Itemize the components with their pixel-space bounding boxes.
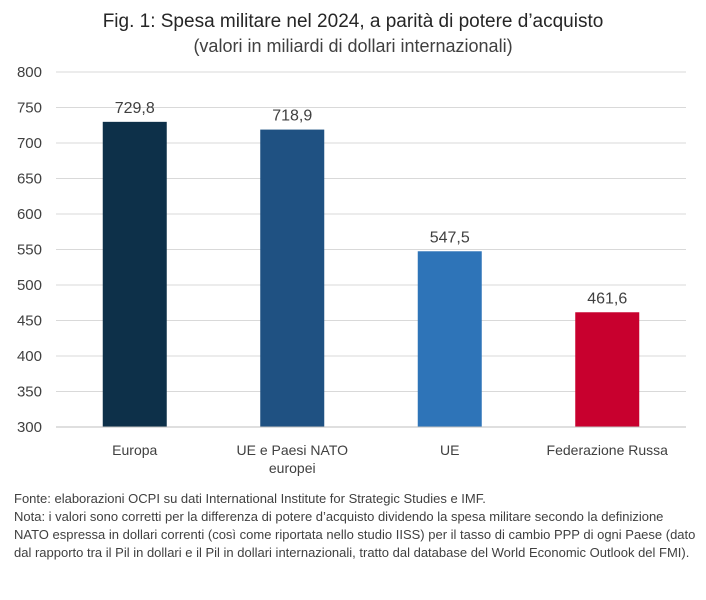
data-labels: 729,8 718,9 547,5 461,6 [115, 100, 628, 307]
y-tick-label: 300 [17, 419, 42, 436]
bar-3 [417, 251, 482, 427]
chart-notes: Fonte: elaborazioni OCPI su dati Interna… [14, 490, 698, 562]
chart-subtitle: (valori in miliardi di dollari internazi… [193, 36, 512, 56]
y-tick-label: 750 [17, 100, 42, 117]
y-tick-label: 350 [17, 384, 42, 401]
y-tick-label: 600 [17, 206, 42, 223]
y-tick-label: 500 [17, 277, 42, 294]
category-label: Europa [112, 442, 157, 458]
data-label: 547,5 [430, 229, 470, 246]
chart-title: Fig. 1: Spesa militare nel 2024, a parit… [103, 11, 604, 32]
bar-4 [575, 312, 640, 427]
category-label: UE e Paesi NATO [236, 442, 348, 458]
y-tick-label: 450 [17, 313, 42, 330]
bar-2 [260, 129, 325, 427]
category-label: UE [440, 442, 459, 458]
y-tick-label: 800 [17, 64, 42, 81]
data-label: 718,9 [272, 108, 312, 125]
data-label: 461,6 [587, 290, 627, 307]
y-axis-ticks: 300 350 400 450 500 550 600 650 700 750 800 [17, 64, 42, 436]
y-tick-label: 400 [17, 348, 42, 365]
source-note: Fonte: elaborazioni OCPI su dati Interna… [14, 491, 486, 506]
category-label: europei [269, 460, 316, 476]
bar-chart: Fig. 1: Spesa militare nel 2024, a parit… [17, 11, 686, 476]
category-labels: Europa UE e Paesi NATO europei UE Federazion… [112, 442, 668, 476]
chart-container: Fig. 1: Spesa militare nel 2024, a parit… [17, 11, 686, 476]
bar-1 [102, 121, 167, 427]
bars [102, 121, 640, 427]
y-tick-label: 550 [17, 242, 42, 259]
category-label: Federazione Russa [547, 442, 669, 458]
y-tick-label: 650 [17, 171, 42, 188]
y-tick-label: 700 [17, 135, 42, 152]
methodology-note: Nota: i valori sono corretti per la diff… [14, 509, 696, 560]
data-label: 729,8 [115, 100, 155, 117]
